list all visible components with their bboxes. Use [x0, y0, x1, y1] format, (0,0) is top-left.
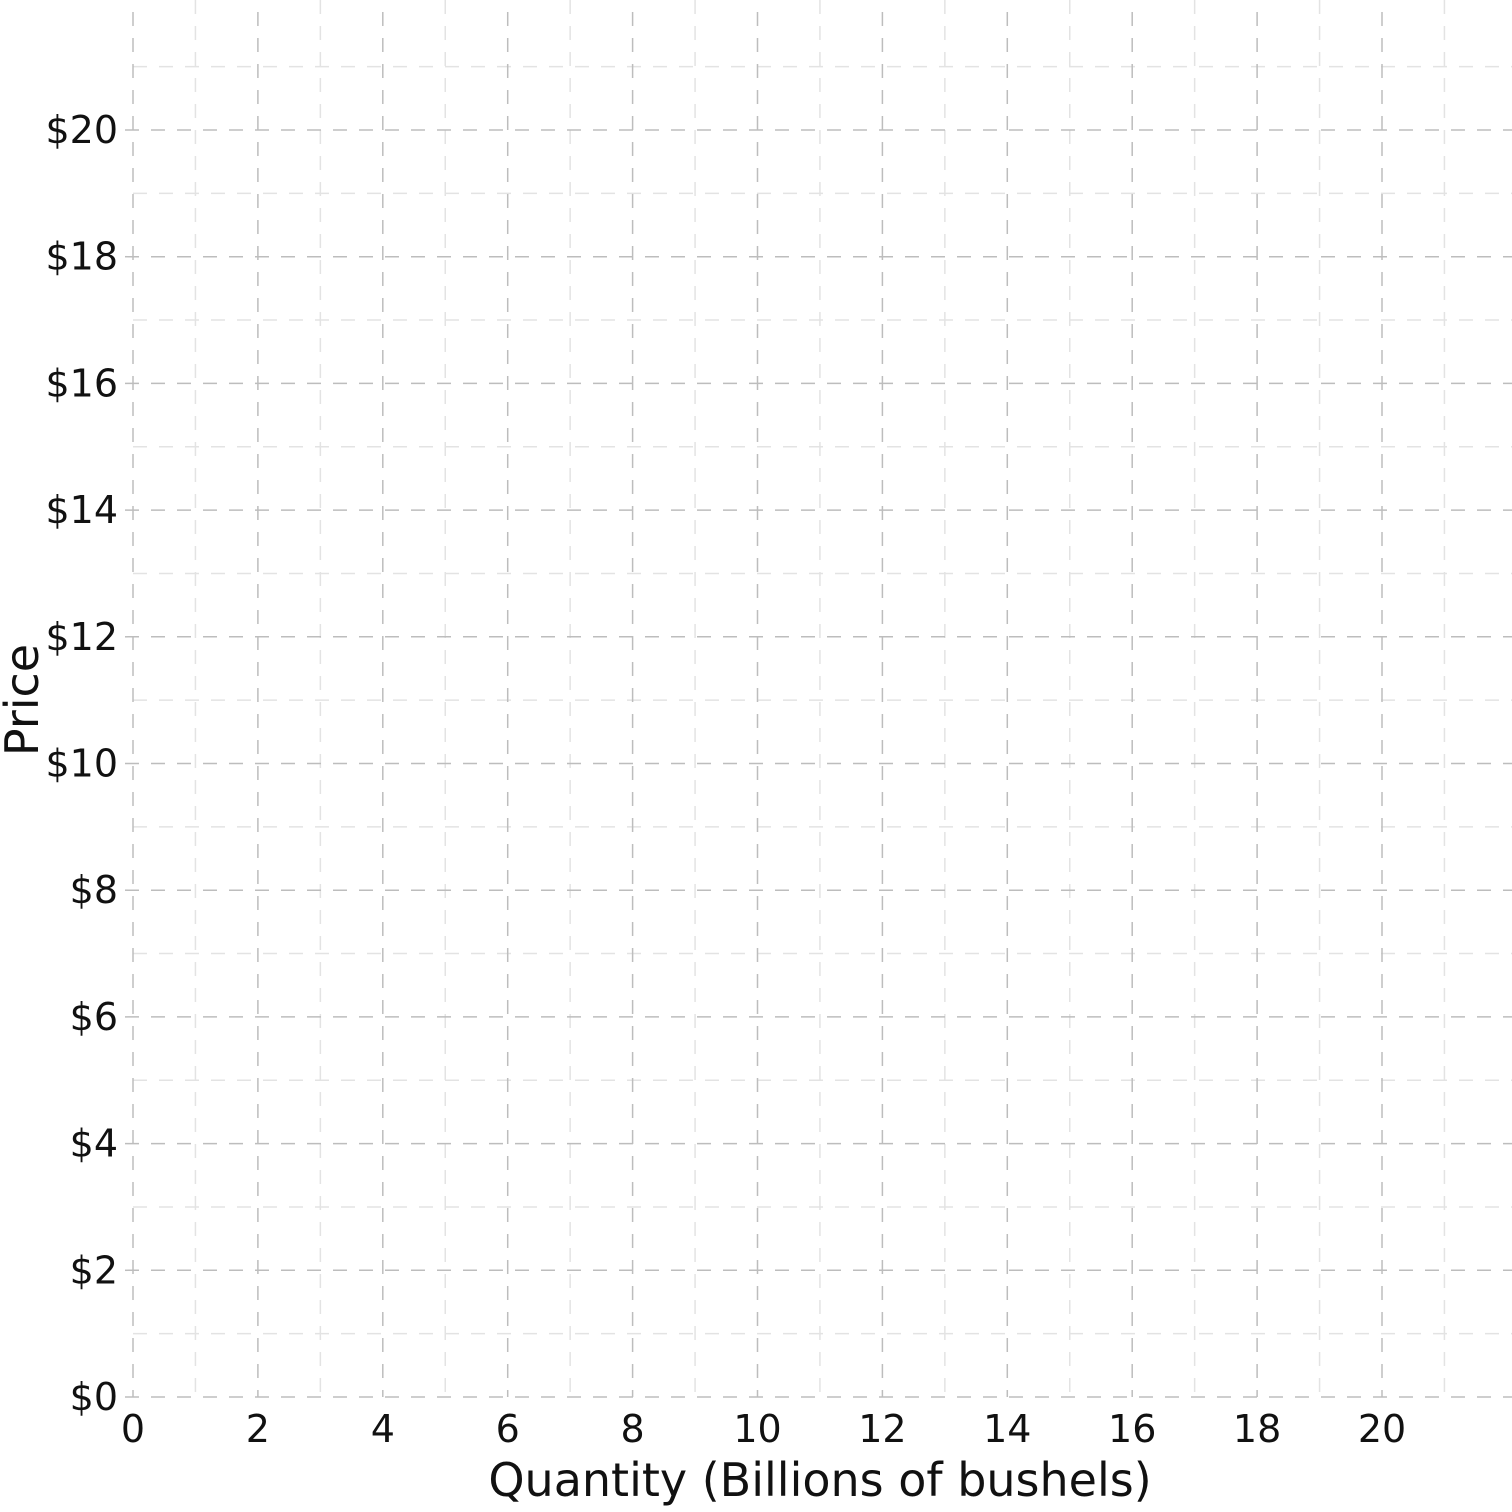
- x-tick-label: 14: [983, 1407, 1031, 1451]
- y-tick-label: $2: [70, 1248, 118, 1292]
- x-tick-label: 12: [858, 1407, 906, 1451]
- y-tick-label: $16: [45, 361, 118, 405]
- y-tick-label: $20: [45, 108, 118, 152]
- x-tick-label: 0: [121, 1407, 145, 1451]
- x-tick-label: 10: [733, 1407, 781, 1451]
- y-tick-label: $14: [45, 488, 118, 532]
- y-tick-label: $10: [45, 742, 118, 786]
- x-axis-title: Quantity (Billions of bushels): [488, 1453, 1151, 1507]
- y-tick-label: $0: [70, 1375, 118, 1419]
- x-tick-label: 18: [1233, 1407, 1281, 1451]
- x-tick-label: 16: [1108, 1407, 1156, 1451]
- major-grid: [125, 12, 1512, 1398]
- x-tick-label: 8: [621, 1407, 645, 1451]
- y-tick-label: $8: [70, 868, 118, 912]
- y-tick-label: $12: [45, 615, 118, 659]
- y-tick-labels: $0 $2 $4 $6 $8 $10 $12 $14 $16 $18 $20: [45, 108, 118, 1419]
- y-tick-label: $6: [70, 995, 118, 1039]
- y-tick-label: $18: [45, 235, 118, 279]
- x-tick-label: 4: [371, 1407, 395, 1451]
- x-tick-label: 20: [1358, 1407, 1406, 1451]
- x-tick-labels: 0 2 4 6 8 10 12 14 16 18 20: [121, 1407, 1406, 1451]
- y-tick-label: $4: [70, 1122, 118, 1166]
- x-tick-label: 6: [496, 1407, 520, 1451]
- y-axis-title: Price: [0, 644, 49, 756]
- minor-grid: [133, 0, 1512, 1397]
- x-tick-label: 2: [246, 1407, 270, 1451]
